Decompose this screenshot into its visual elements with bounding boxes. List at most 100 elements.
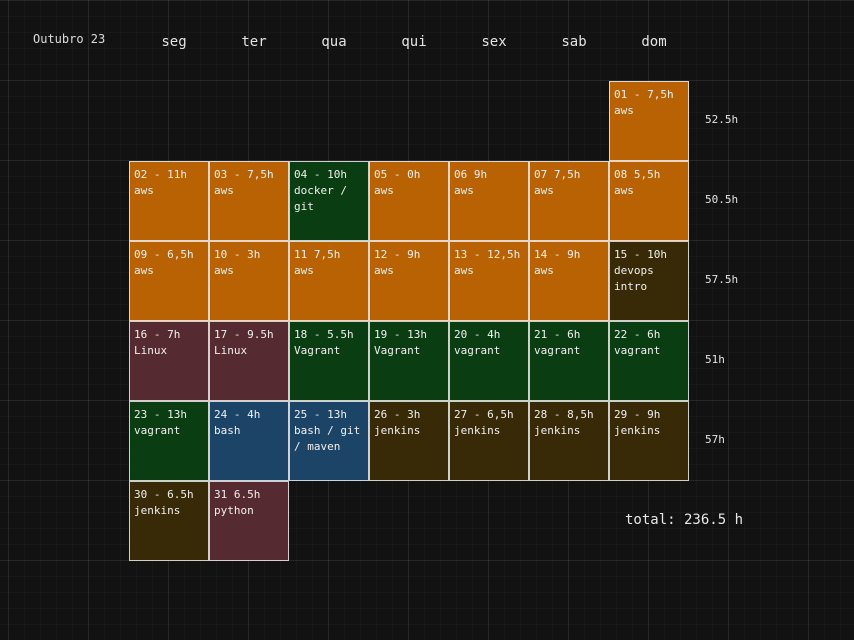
day-topic-label: vagrant [614,344,661,357]
day-hours-label: 23 - 13h [134,408,187,421]
day-cell[interactable]: 28 - 8,5h jenkins [529,401,609,481]
day-topic-label: jenkins [614,424,661,437]
day-hours-label: 10 - 3h [214,248,261,261]
day-hours-label: 03 - 7,5h [214,168,274,181]
day-cell[interactable]: 20 - 4h vagrant [449,321,529,401]
day-topic-label: aws [134,184,154,197]
day-hours-label: 19 - 13h [374,328,427,341]
day-topic-label: aws [534,184,554,197]
week-total: 57h [705,433,725,446]
day-cell[interactable]: 23 - 13h vagrant [129,401,209,481]
day-hours-label: 09 - 6,5h [134,248,194,261]
day-hours-label: 20 - 4h [454,328,501,341]
day-hours-label: 05 - 0h [374,168,421,181]
day-topic-label: jenkins [374,424,421,437]
day-topic-label: aws [614,184,634,197]
day-hours-label: 01 - 7,5h [614,88,674,101]
day-hours-label: 21 - 6h [534,328,581,341]
weekday-dom: dom [641,34,667,50]
day-cell[interactable]: 27 - 6,5h jenkins [449,401,529,481]
day-topic-label: aws [454,264,474,277]
day-cell[interactable]: 07 7,5h aws [529,161,609,241]
day-cell[interactable]: 10 - 3h aws [209,241,289,321]
day-cell[interactable]: 30 - 6.5h jenkins [129,481,209,561]
week-total: 52.5h [705,113,739,126]
weekday-sab: sab [561,34,587,50]
day-topic-label: aws [454,184,474,197]
day-cell[interactable]: 21 - 6h vagrant [529,321,609,401]
day-cell[interactable]: 01 - 7,5h aws [609,81,689,161]
day-hours-label: 17 - 9.5h [214,328,274,341]
day-cell[interactable]: 11 7,5h aws [289,241,369,321]
day-topic-label: aws [134,264,154,277]
day-cell[interactable]: 12 - 9h aws [369,241,449,321]
day-cell[interactable]: 09 - 6,5h aws [129,241,209,321]
day-topic-label: jenkins [534,424,581,437]
day-hours-label: 11 7,5h [294,248,341,261]
day-cell[interactable]: 19 - 13h Vagrant [369,321,449,401]
day-hours-label: 18 - 5.5h [294,328,354,341]
day-topic-label: vagrant [534,344,581,357]
day-topic-label: aws [214,264,234,277]
day-cell[interactable]: 26 - 3h jenkins [369,401,449,481]
day-cell[interactable]: 04 - 10h docker / git [289,161,369,241]
day-hours-label: 31 6.5h [214,488,261,501]
day-hours-label: 12 - 9h [374,248,421,261]
day-cell[interactable]: 16 - 7h Linux [129,321,209,401]
day-hours-label: 29 - 9h [614,408,661,421]
day-cell[interactable]: 14 - 9h aws [529,241,609,321]
day-hours-label: 07 7,5h [534,168,581,181]
week-total: 50.5h [705,193,739,206]
day-cell[interactable]: 06 9h aws [449,161,529,241]
day-cell[interactable]: 22 - 6h vagrant [609,321,689,401]
day-topic-label: Vagrant [374,344,421,357]
day-hours-label: 25 - 13h [294,408,347,421]
weekday-ter: ter [241,34,267,50]
weekday-seg: seg [161,34,187,50]
day-topic-label: aws [534,264,554,277]
day-topic-label: aws [374,264,394,277]
day-topic-label: Vagrant [294,344,341,357]
day-cell[interactable]: 25 - 13h bash / git / maven [289,401,369,481]
day-topic-label: Linux [134,344,168,357]
day-hours-label: 04 - 10h [294,168,347,181]
day-cell[interactable]: 15 - 10h devops intro [609,241,689,321]
day-topic-label: aws [614,104,634,117]
day-hours-label: 14 - 9h [534,248,581,261]
day-hours-label: 28 - 8,5h [534,408,594,421]
day-hours-label: 02 - 11h [134,168,187,181]
day-hours-label: 06 9h [454,168,488,181]
day-cell[interactable]: 24 - 4h bash [209,401,289,481]
day-cell[interactable]: 17 - 9.5h Linux [209,321,289,401]
day-hours-label: 26 - 3h [374,408,421,421]
day-topic-label: jenkins [454,424,501,437]
day-cell[interactable]: 02 - 11h aws [129,161,209,241]
day-topic-label: vagrant [454,344,501,357]
day-cell[interactable]: 13 - 12,5h aws [449,241,529,321]
weekday-sex: sex [481,34,507,50]
week-total: 51h [705,353,725,366]
day-topic-label: vagrant [134,424,181,437]
day-cell[interactable]: 29 - 9h jenkins [609,401,689,481]
day-topic-label: Linux [214,344,248,357]
day-topic-label: python [214,504,254,517]
day-topic-label: jenkins [134,504,181,517]
day-topic-label: aws [214,184,234,197]
day-topic-label: aws [294,264,314,277]
day-topic-label: devops intro [614,264,661,293]
month-title: Outubro 23 [33,32,106,46]
day-cell[interactable]: 31 6.5h python [209,481,289,561]
day-topic-label: docker / git [294,184,354,213]
day-cell[interactable]: 03 - 7,5h aws [209,161,289,241]
day-cell[interactable]: 08 5,5h aws [609,161,689,241]
day-hours-label: 15 - 10h [614,248,667,261]
day-hours-label: 27 - 6,5h [454,408,514,421]
day-topic-label: bash / git / maven [294,424,367,453]
day-cell[interactable]: 18 - 5.5h Vagrant [289,321,369,401]
day-topic-label: bash [214,424,241,437]
day-hours-label: 24 - 4h [214,408,261,421]
day-cell[interactable]: 05 - 0h aws [369,161,449,241]
weekday-qua: qua [321,34,347,50]
day-hours-label: 22 - 6h [614,328,661,341]
